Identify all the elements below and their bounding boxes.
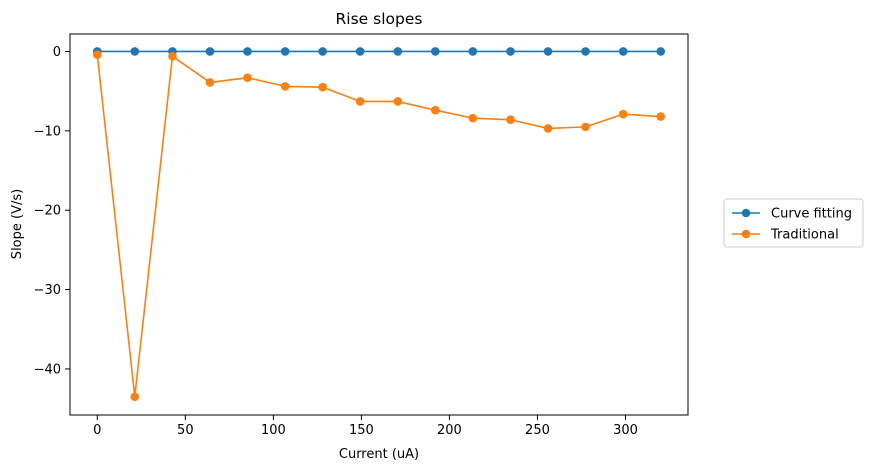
- x-tick-label: 0: [93, 423, 101, 438]
- data-point: [355, 97, 365, 106]
- series-line: [96, 54, 661, 398]
- legend-marker: [741, 229, 751, 239]
- data-point: [355, 47, 365, 56]
- series-traditional: [92, 50, 666, 402]
- y-tick-label: −20: [34, 204, 61, 219]
- data-point: [318, 47, 327, 56]
- y-tick-label: −40: [34, 362, 61, 377]
- data-point: [543, 47, 553, 56]
- data-point: [205, 47, 215, 56]
- data-point: [280, 82, 290, 91]
- data-point: [618, 109, 628, 119]
- x-tick-label: 150: [349, 423, 374, 438]
- legend: Curve fitting Traditional: [723, 198, 864, 248]
- y-tick-label: −30: [34, 283, 61, 298]
- legend-box: [723, 198, 864, 248]
- data-point: [130, 47, 140, 56]
- data-point: [543, 124, 553, 133]
- data-point: [168, 51, 177, 61]
- series-layer: [92, 47, 666, 402]
- legend-item: Traditional: [732, 228, 839, 243]
- data-point: [130, 392, 140, 402]
- data-point: [618, 47, 628, 56]
- x-tick-label: 300: [613, 423, 638, 438]
- x-axis-label: Current (uA): [339, 447, 419, 462]
- data-point: [205, 78, 215, 87]
- data-point: [506, 47, 515, 56]
- legend-label: Traditional: [770, 228, 839, 243]
- data-point: [656, 47, 666, 56]
- data-point: [506, 115, 515, 125]
- data-point: [581, 122, 590, 132]
- legend-marker: [741, 208, 751, 218]
- y-tick-label: −10: [34, 124, 61, 139]
- plot-frame: [69, 33, 689, 416]
- legend-label: Curve fitting: [771, 207, 852, 222]
- data-point: [92, 50, 102, 59]
- data-point: [581, 47, 590, 56]
- y-axis-label: Slope (V/s): [10, 189, 25, 259]
- data-point: [393, 47, 403, 56]
- data-point: [431, 47, 440, 56]
- x-tick-label: 250: [525, 423, 550, 438]
- x-tick-label: 100: [261, 423, 286, 438]
- data-point: [468, 113, 478, 123]
- data-point: [431, 105, 440, 115]
- data-point: [280, 47, 290, 56]
- data-point: [656, 112, 666, 121]
- data-point: [243, 73, 252, 82]
- y-tick-label: 0: [53, 45, 61, 60]
- x-axis: 0 50 100 150 200 250 300: [93, 415, 638, 438]
- data-point: [393, 97, 403, 106]
- data-point: [468, 47, 478, 56]
- data-point: [318, 82, 327, 92]
- x-tick-label: 200: [437, 423, 462, 438]
- legend-item: Curve fitting: [732, 207, 852, 222]
- chart-title: Rise slopes: [336, 10, 423, 28]
- x-tick-label: 50: [177, 423, 194, 438]
- data-point: [243, 47, 252, 56]
- y-axis: 0 −10 −20 −30 −40: [34, 45, 70, 377]
- plot-area: [69, 33, 689, 416]
